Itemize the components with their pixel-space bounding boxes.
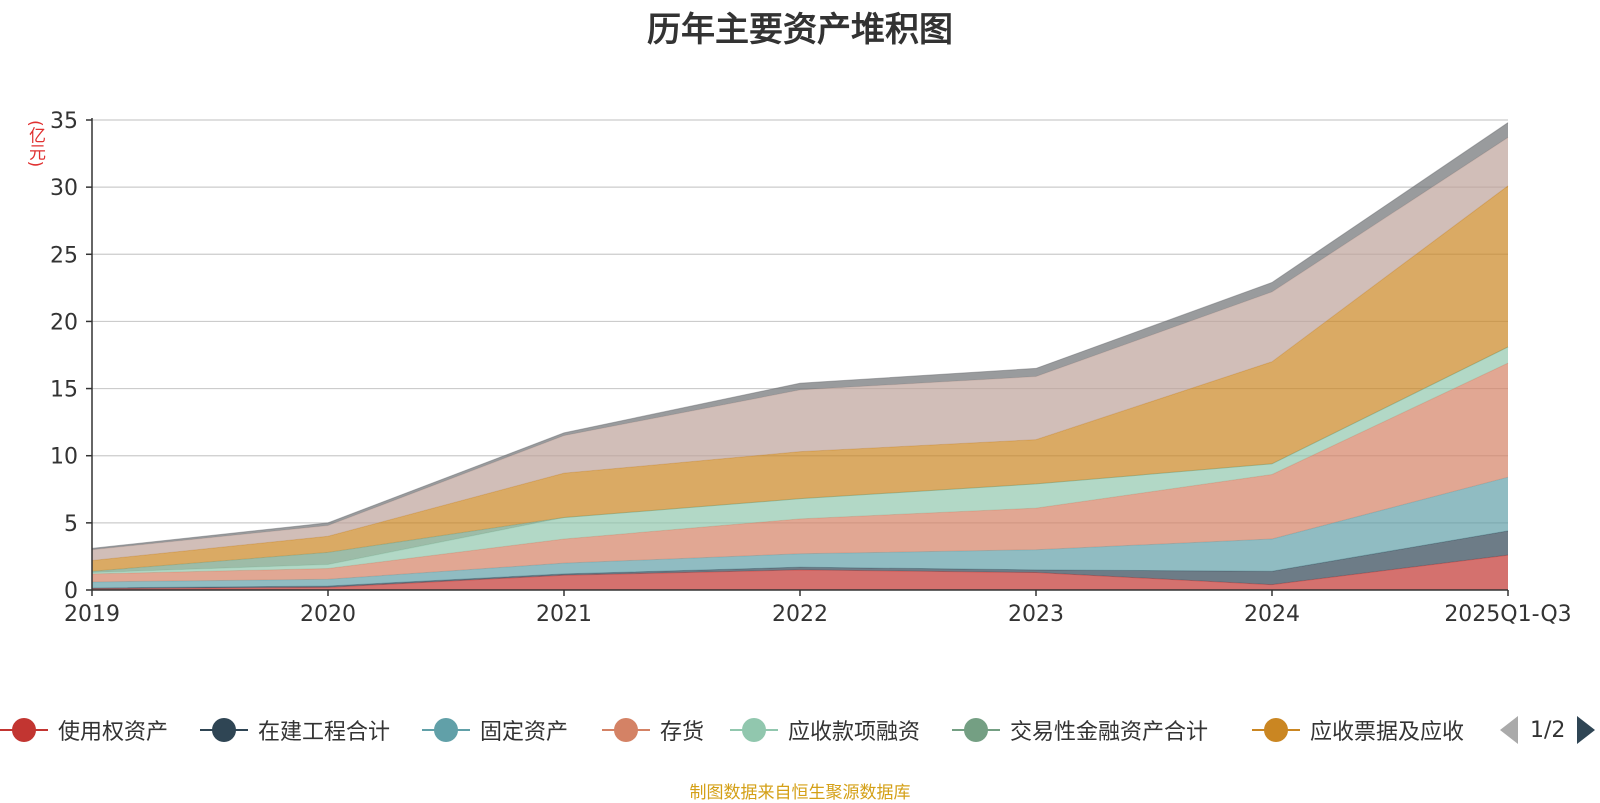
legend-marker-icon	[602, 712, 650, 748]
legend-marker-icon	[0, 712, 48, 748]
chart-title: 历年主要资产堆积图	[647, 10, 953, 50]
x-tick-label: 2020	[300, 602, 356, 627]
legend-label: 固定资产	[480, 720, 569, 745]
area-6[interactable]	[92, 185, 1508, 572]
legend-label: 应收款项融资	[788, 720, 921, 745]
area-edge-8	[91, 122, 1509, 549]
legend-item[interactable]: 应收票据及应收	[1252, 712, 1464, 748]
x-tick-label: 2021	[536, 602, 592, 627]
legend-item[interactable]: 固定资产	[422, 712, 568, 748]
y-tick-label: 5	[64, 512, 78, 537]
x-tick-label: 2022	[772, 602, 828, 627]
x-tick-label: 2024	[1244, 602, 1300, 627]
y-axis-ticks: 0 5 10 15 20 25 30 35	[50, 109, 92, 604]
legend: 使用权资产 在建工程合计 固定资产 存货 应收款项融资 交易性金融资产合计 应收票据及应收	[0, 712, 1600, 752]
x-axis-ticks: 2019 2020 2021 2022 2023 2024 2025Q1-Q3	[64, 590, 1572, 627]
y-tick-label: 30	[50, 176, 78, 201]
legend-marker-icon	[200, 712, 248, 748]
y-tick-label: 20	[50, 310, 78, 335]
area-7[interactable]	[92, 137, 1508, 561]
legend-next-page-icon[interactable]	[1577, 716, 1596, 744]
legend-item[interactable]: 在建工程合计	[200, 712, 390, 748]
x-tick-label: 2025Q1-Q3	[1444, 602, 1571, 627]
legend-page-indicator: 1/2	[1530, 717, 1566, 743]
y-tick-label: 35	[50, 109, 78, 134]
y-tick-label: 0	[64, 579, 78, 604]
legend-label: 在建工程合计	[258, 720, 391, 745]
y-tick-label: 15	[50, 378, 78, 403]
area-1[interactable]	[92, 530, 1508, 589]
area-3[interactable]	[92, 363, 1508, 582]
area-2[interactable]	[92, 477, 1508, 588]
legend-marker-icon	[952, 712, 1000, 748]
x-tick-label: 2023	[1008, 602, 1064, 627]
source-note: 制图数据来自恒生聚源数据库	[689, 783, 911, 803]
legend-label: 存货	[660, 720, 705, 745]
legend-item[interactable]: 存货	[602, 712, 704, 748]
x-tick-label: 2019	[64, 602, 120, 627]
legend-label: 使用权资产	[58, 720, 169, 745]
area-series	[91, 122, 1509, 590]
y-tick-label: 25	[50, 243, 78, 268]
y-axis-unit-label: (亿元)	[25, 120, 45, 168]
y-tick-label: 10	[50, 445, 78, 470]
legend-marker-icon	[422, 712, 470, 748]
legend-label: 应收票据及应收	[1310, 720, 1465, 745]
legend-item[interactable]: 使用权资产	[0, 712, 168, 748]
legend-marker-icon	[1252, 712, 1300, 748]
legend-pager: 1/2	[1500, 712, 1596, 748]
legend-marker-icon	[730, 712, 778, 748]
legend-label: 交易性金融资产合计	[1010, 720, 1209, 745]
legend-prev-page-icon[interactable]	[1500, 716, 1518, 744]
legend-item[interactable]: 交易性金融资产合计	[952, 712, 1208, 748]
legend-item[interactable]: 应收款项融资	[730, 712, 920, 748]
